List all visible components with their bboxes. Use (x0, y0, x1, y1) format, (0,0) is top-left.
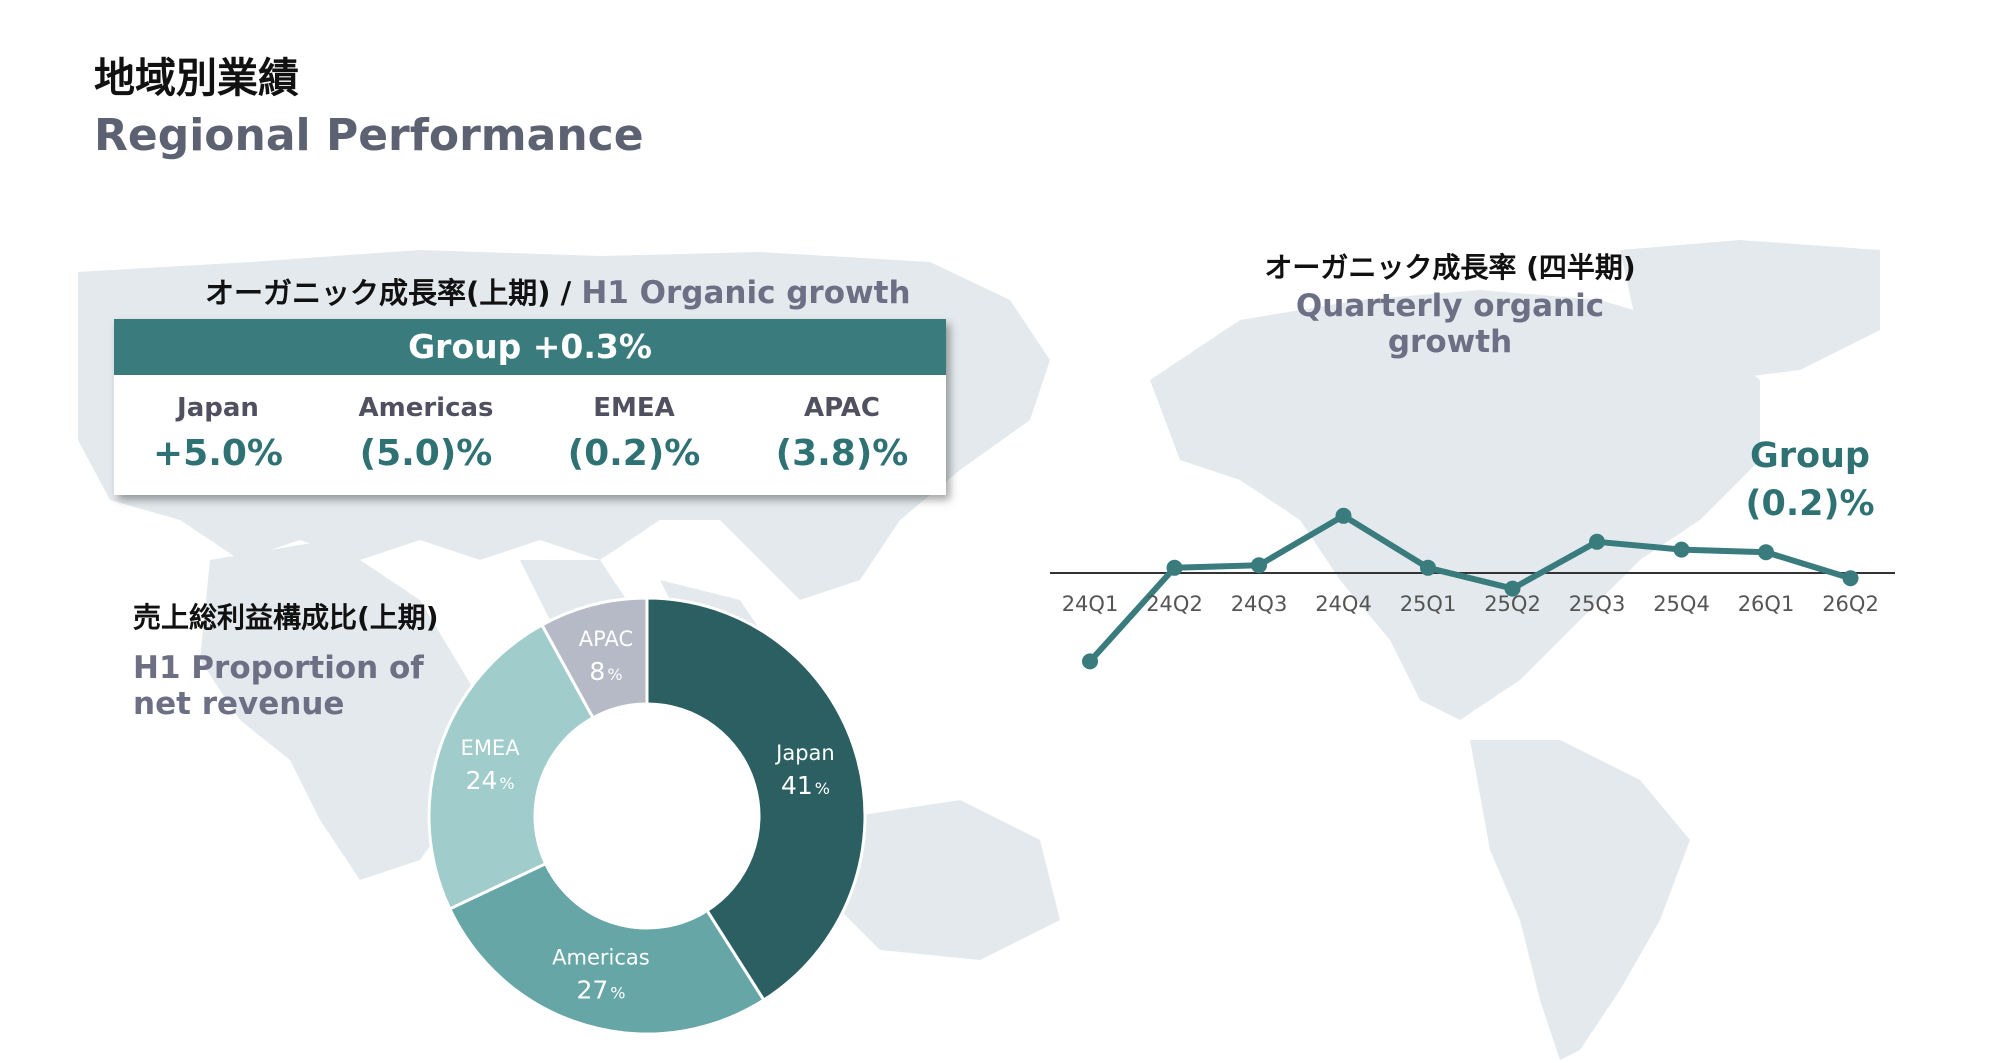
group-callout-name: Group (1749, 436, 1870, 476)
data-point-25Q1 (1420, 559, 1436, 576)
h1-growth-card: Group +0.3% Japan +5.0% Americas (5.0)% … (114, 319, 946, 495)
revenue-heading-ja: 売上総利益構成比(上期) (133, 601, 439, 634)
region-name: Japan (177, 393, 259, 423)
region-name: APAC (804, 393, 880, 423)
revenue-proportion-heading: 売上総利益構成比(上期) H1 Proportion of net revenu… (133, 596, 453, 722)
data-point-24Q1 (1082, 653, 1098, 670)
x-tick-label: 25Q3 (1569, 592, 1626, 616)
data-point-24Q4 (1335, 507, 1352, 524)
slice-label-apac: APAC (579, 627, 633, 651)
slice-emea (427, 622, 596, 911)
slice-value-americas: 27% (576, 975, 625, 1004)
h1-growth-heading-en: H1 Organic growth (581, 275, 911, 311)
data-point-25Q2 (1504, 580, 1521, 597)
slice-value-emea: 24% (466, 766, 515, 795)
quarterly-heading-ja: オーガニック成長率 (四半期) (1264, 251, 1636, 284)
x-tick-label: 25Q2 (1484, 592, 1541, 616)
data-point-26Q1 (1758, 544, 1774, 561)
region-emea: EMEA (0.2)% (530, 393, 738, 474)
region-name: EMEA (593, 393, 675, 423)
slice-unit: % (610, 983, 625, 1002)
region-name: Americas (358, 393, 494, 423)
slice-label-americas: Americas (552, 945, 650, 969)
series-line-group (1087, 512, 1852, 664)
slice-apac (539, 596, 649, 720)
data-point-25Q4 (1673, 541, 1690, 558)
region-value: (0.2)% (567, 433, 701, 474)
region-value: +5.0% (152, 433, 283, 474)
x-tick-label: 24Q1 (1062, 592, 1119, 616)
slice-unit: % (607, 665, 622, 684)
data-point-24Q3 (1251, 557, 1267, 574)
region-growth-list: Japan +5.0% Americas (5.0)% EMEA (0.2)% … (114, 375, 946, 474)
slice-label-japan: Japan (774, 741, 835, 765)
data-point-26Q2 (1842, 570, 1859, 587)
group-growth-banner: Group +0.3% (114, 319, 946, 375)
region-americas: Americas (5.0)% (322, 393, 530, 474)
quarterly-growth-heading: オーガニック成長率 (四半期) Quarterly organic growth (1240, 246, 1660, 360)
x-tick-label: 25Q1 (1400, 592, 1457, 616)
slice-americas (447, 861, 766, 1036)
x-tick-label: 24Q3 (1231, 592, 1288, 616)
group-callout-value: (0.2)% (1745, 484, 1875, 524)
h1-growth-heading-ja: オーガニック成長率(上期) / (205, 276, 572, 310)
x-tick-label: 25Q4 (1653, 592, 1710, 616)
slice-unit: % (815, 779, 830, 798)
slice-japan (645, 596, 867, 1003)
data-point-25Q3 (1589, 533, 1605, 550)
data-point-24Q2 (1166, 559, 1183, 576)
x-tick-label: 24Q4 (1315, 592, 1372, 616)
page-subtitle: Regional Performance (94, 110, 644, 161)
revenue-heading-en: H1 Proportion of net revenue (133, 650, 424, 722)
region-value: (3.8)% (775, 433, 909, 474)
quarterly-heading-en: Quarterly organic growth (1295, 288, 1605, 360)
x-tick-label: 24Q2 (1146, 592, 1203, 616)
region-japan: Japan +5.0% (114, 393, 322, 474)
group-callout: Group (0.2)% (1700, 432, 1920, 528)
x-tick-label: 26Q1 (1738, 592, 1795, 616)
slice-unit: % (499, 774, 514, 793)
region-apac: APAC (3.8)% (738, 393, 946, 474)
slice-label-emea: EMEA (461, 736, 521, 760)
x-tick-label: 26Q2 (1822, 592, 1879, 616)
page-title: 地域別業績 (94, 54, 299, 102)
region-value: (5.0)% (359, 433, 493, 474)
h1-growth-heading: オーガニック成長率(上期) / H1 Organic growth (205, 270, 911, 312)
